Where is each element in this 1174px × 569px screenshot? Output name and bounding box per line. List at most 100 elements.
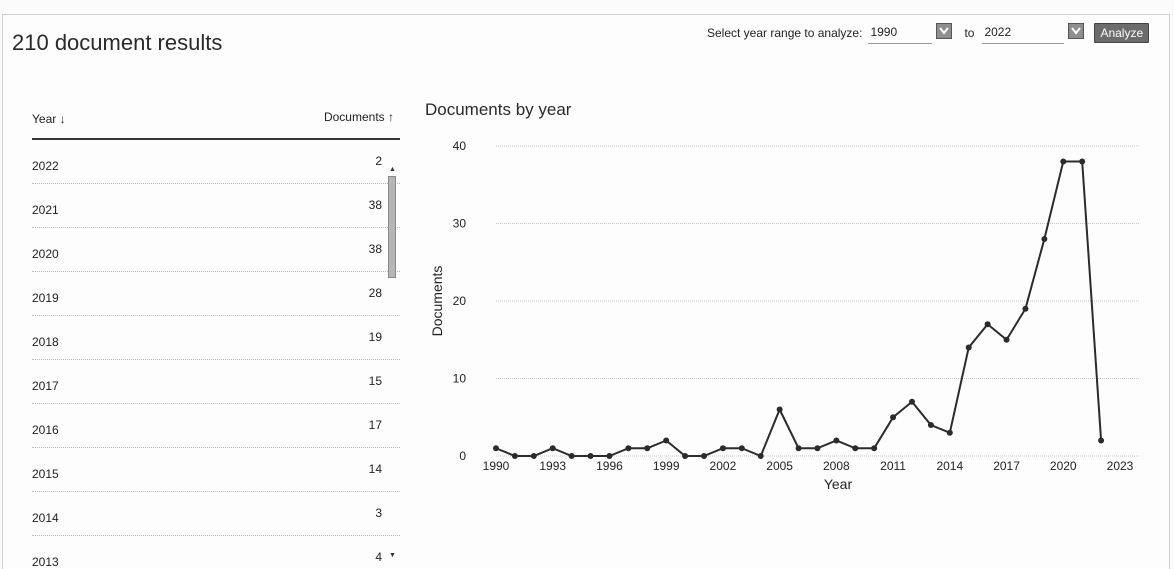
from-year-select[interactable]: 1990 (868, 23, 933, 44)
data-point (814, 445, 821, 452)
row-document-count: 3 (375, 506, 382, 520)
data-point (909, 398, 915, 405)
scroll-up-arrow-icon[interactable]: ▲ (389, 166, 396, 173)
to-year-select[interactable]: 2022 (982, 23, 1065, 44)
row-document-count: 38 (368, 198, 382, 212)
row-document-count: 19 (368, 330, 382, 344)
row-year: 2022 (32, 159, 59, 173)
scroll-down-arrow-icon[interactable]: ▼ (389, 552, 396, 559)
table-row: 2014 3 (32, 492, 400, 536)
row-year: 2021 (32, 203, 59, 217)
scroll-thumb[interactable] (388, 176, 396, 278)
table-row: 2013 4 (32, 536, 400, 569)
row-year: 2013 (32, 555, 59, 569)
row-year: 2016 (32, 423, 59, 437)
data-point (568, 453, 575, 459)
table-row: 2020 38 (32, 228, 400, 272)
data-point (530, 453, 537, 459)
x-tick-label: 2017 (993, 459, 1020, 473)
chart-series (493, 158, 1105, 459)
table-row: 2021 38 (32, 184, 400, 228)
data-point (757, 453, 764, 459)
analyze-button[interactable]: Analyze (1094, 23, 1150, 43)
x-tick-label: 1993 (539, 459, 566, 473)
row-document-count: 28 (368, 286, 382, 300)
data-point (663, 437, 670, 444)
data-point (890, 414, 897, 421)
year-table-header: Year ↓ Documents ↑ (32, 108, 400, 140)
x-axis-label: Year (824, 476, 853, 492)
row-year: 2014 (32, 511, 59, 525)
x-tick-label: 2005 (766, 459, 793, 473)
documents-column-header[interactable]: Documents ↑ (323, 110, 394, 124)
data-point (682, 453, 689, 459)
row-document-count: 17 (368, 418, 382, 432)
data-point (1098, 437, 1105, 444)
x-tick-label: 2023 (1107, 459, 1134, 473)
data-point (644, 445, 651, 452)
table-row: 2016 17 (32, 404, 400, 448)
row-year: 2019 (32, 291, 59, 305)
data-point (625, 445, 632, 452)
data-point (776, 406, 783, 413)
row-document-count: 14 (368, 462, 382, 476)
year-range-label: Select year range to analyze: (707, 26, 863, 40)
year-range-controls: Select year range to analyze: 1990 to 20… (707, 21, 1150, 45)
data-point (1079, 158, 1086, 165)
data-point (965, 344, 972, 351)
row-document-count: 38 (368, 242, 382, 256)
table-row: 2017 15 (32, 360, 400, 404)
data-point (493, 445, 499, 452)
row-year: 2020 (32, 247, 59, 261)
chevron-down-icon (1071, 27, 1082, 35)
data-point (587, 453, 594, 459)
documents-by-year-chart: 0 10 20 30 40 1990 1993 1996 1999 2002 2005 2008 201… (429, 139, 1140, 492)
x-tick-label: 2014 (936, 459, 963, 473)
y-tick-label: 20 (453, 294, 467, 308)
table-scrollbar[interactable]: ▲ ▼ (386, 166, 398, 566)
row-document-count: 2 (375, 154, 382, 168)
to-label: to (964, 26, 975, 40)
x-tick-label: 2011 (880, 459, 906, 473)
x-tick-label: 1999 (653, 459, 680, 473)
y-tick-label: 40 (453, 139, 467, 153)
series-line (495, 160, 1103, 458)
data-point (795, 445, 802, 452)
table-row: 2018 19 (32, 316, 400, 360)
table-row: 2022 2 (32, 140, 400, 184)
chart-title: Documents by year (425, 100, 572, 119)
row-document-count: 4 (375, 550, 382, 564)
chart-axes: 0 10 20 30 40 1990 1993 1996 1999 2002 2005 2008 201… (429, 139, 1134, 492)
data-point (511, 453, 518, 459)
year-table-body: 2022 2 2021 38 2020 38 2019 28 2018 19 2017 15 2016 1… (32, 140, 400, 569)
data-point (1060, 158, 1067, 165)
y-axis-label: Documents (429, 266, 445, 337)
to-year-dropdown-button[interactable] (1068, 23, 1085, 39)
data-point (833, 437, 840, 444)
x-tick-label: 1990 (483, 459, 510, 473)
data-point (946, 429, 953, 436)
y-tick-label: 10 (453, 372, 467, 386)
data-point (738, 445, 745, 452)
x-tick-label: 2020 (1050, 459, 1077, 473)
data-point (1003, 336, 1010, 343)
chart-grid (496, 145, 1140, 457)
from-year-dropdown-button[interactable] (936, 23, 953, 39)
x-tick-label: 2008 (823, 459, 850, 473)
row-year: 2017 (32, 379, 59, 393)
y-tick-label: 0 (459, 449, 466, 463)
results-count-title: 210 document results (12, 30, 223, 55)
data-point (606, 453, 613, 459)
row-year: 2015 (32, 467, 59, 481)
data-point (549, 445, 556, 452)
data-point (927, 422, 934, 428)
table-row: 2019 28 (32, 272, 400, 316)
year-column-header[interactable]: Year ↓ (32, 112, 66, 126)
data-point (984, 321, 991, 328)
data-point (852, 445, 859, 452)
y-tick-label: 30 (453, 217, 467, 231)
results-panel (2, 14, 1170, 569)
row-year: 2018 (32, 335, 59, 349)
data-point (701, 453, 707, 459)
data-point (719, 445, 726, 452)
